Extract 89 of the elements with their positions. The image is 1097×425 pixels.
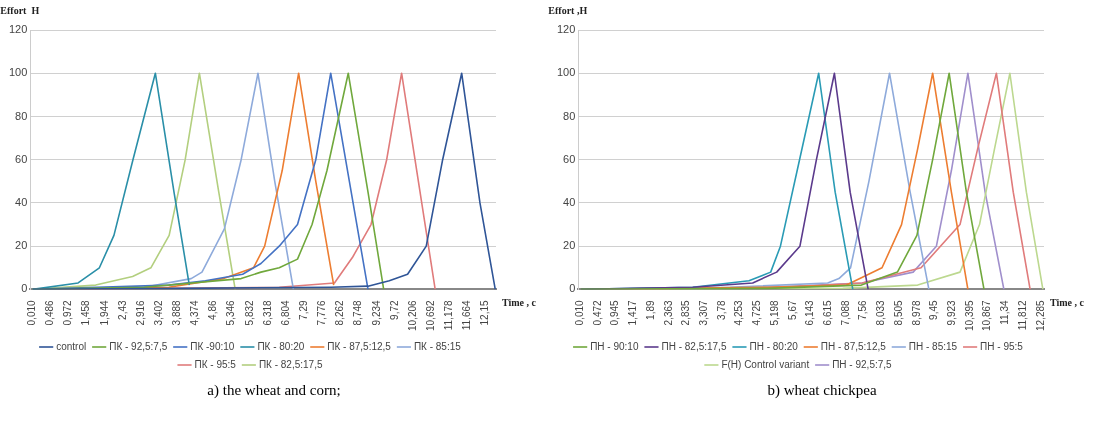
x-tick-label: 11,34	[999, 299, 1011, 325]
text: b) wheat chickpea	[766, 382, 878, 399]
y-tick-label: 60	[15, 152, 28, 165]
x-tick-label: 11,664	[461, 299, 473, 331]
x-tick-label: 10,692	[424, 299, 436, 332]
legend-label: ПН - 87,5:12,5	[820, 340, 887, 352]
legend-label: ПН - 80:20	[749, 340, 799, 352]
legend-label: ПН - 90:10	[590, 340, 639, 352]
x-tick-label: 0,486	[44, 299, 56, 326]
legend-label: ПК - 82,5:17,5	[258, 358, 323, 370]
x-tick-label: 2,835	[680, 299, 692, 326]
x-tick-label: 6,804	[279, 299, 291, 326]
x-tick-label: 12,285	[1034, 299, 1046, 332]
x-tick-label: 4,725	[751, 299, 763, 326]
x-tick-label: 10,867	[981, 299, 993, 332]
x-tick-label: 1,458	[80, 299, 92, 326]
x-tick-label: 10,206	[406, 299, 418, 332]
y-tick-label: 0	[21, 282, 28, 295]
x-tick-label: 7,56	[857, 299, 869, 320]
y-tick-label: 0	[569, 282, 576, 295]
legend-label: ПК -90:10	[190, 340, 235, 352]
y-tick-label: 80	[15, 109, 28, 122]
x-tick-label: 2,363	[662, 299, 674, 326]
x-tick-label: 11,812	[1016, 299, 1028, 331]
x-tick-label: 6,615	[821, 299, 833, 326]
x-tick-label: 4,86	[207, 299, 219, 320]
x-tick-label: 5,67	[786, 299, 798, 320]
text: a) the wheat and corn;	[206, 382, 342, 399]
legend-label: ПН - 85:15	[908, 340, 958, 352]
x-tick-label: 5,832	[243, 299, 255, 326]
y-tick-label: 40	[563, 195, 576, 208]
x-tick-label: 0,010	[574, 299, 586, 326]
x-tick-label: 9,72	[388, 299, 400, 320]
x-tick-label: 5,198	[768, 299, 780, 326]
x-tick-label: 0,972	[62, 299, 74, 326]
x-tick-label: 3,307	[697, 299, 709, 326]
legend-label: ПН - 82,5:17,5	[661, 340, 727, 352]
x-tick-label: 4,253	[733, 299, 745, 326]
x-tick-label: 2,916	[134, 299, 146, 326]
y-tick-label: 40	[15, 195, 28, 208]
x-tick-label: 3,402	[152, 299, 164, 326]
y-tick-label: 20	[15, 239, 28, 252]
x-tick-label: 8,505	[892, 299, 904, 326]
x-tick-label: 12,15	[479, 299, 491, 326]
legend-label: ПК - 80:20	[257, 340, 305, 352]
y-tick-label: 120	[8, 23, 28, 36]
x-tick-label: 3,888	[171, 299, 183, 326]
legend-label: control	[56, 340, 87, 352]
x-tick-label: 8,033	[875, 299, 887, 326]
x-axis-title: Time , c	[502, 296, 537, 308]
x-tick-label: 6,318	[261, 299, 273, 326]
y-tick-label: 100	[556, 66, 576, 79]
y-axis-title: Effort ,H	[548, 4, 588, 16]
x-tick-label: 11,178	[443, 299, 455, 331]
x-tick-label: 1,417	[627, 299, 639, 326]
y-tick-label: 60	[563, 152, 576, 165]
x-tick-label: 4,374	[189, 299, 201, 326]
legend-label: ПК - 85:15	[413, 340, 462, 352]
y-tick-label: 120	[556, 23, 576, 36]
legend-label: ПК - 92,5:7,5	[109, 340, 168, 352]
y-axis-title: Effort H	[0, 4, 40, 16]
y-tick-label: 80	[563, 109, 576, 122]
x-tick-label: 6,143	[804, 299, 816, 326]
x-tick-label: 2,43	[116, 299, 128, 320]
legend-label: ПН - 95:5	[980, 340, 1024, 352]
legend-label: ПК - 95:5	[194, 358, 237, 370]
x-tick-label: 9,923	[946, 299, 958, 326]
legend-label: F(H) Control variant	[721, 358, 810, 370]
x-tick-label: 10,395	[963, 299, 975, 332]
x-tick-label: 7,088	[839, 299, 851, 326]
x-tick-label: 1,89	[644, 299, 656, 320]
x-tick-label: 0,472	[591, 299, 603, 326]
x-tick-label: 0,010	[26, 299, 38, 326]
x-tick-label: 0,945	[609, 299, 621, 326]
x-tick-label: 7,29	[297, 299, 309, 320]
x-tick-label: 3,78	[715, 299, 727, 320]
x-tick-label: 5,346	[225, 299, 237, 326]
legend-label: ПН - 92,5:7,5	[832, 358, 893, 370]
x-tick-label: 7,776	[316, 299, 328, 326]
x-tick-label: 1,944	[98, 299, 110, 326]
y-tick-label: 20	[563, 239, 576, 252]
legend-label: ПК - 87,5:12,5	[327, 340, 392, 352]
x-axis-title: Time , c	[1050, 296, 1085, 308]
x-tick-label: 8,748	[352, 299, 364, 326]
x-tick-label: 8,262	[334, 299, 346, 326]
x-tick-label: 8,978	[910, 299, 922, 326]
x-tick-label: 9,234	[370, 299, 382, 326]
y-tick-label: 100	[8, 66, 28, 79]
x-tick-label: 9,45	[928, 299, 940, 320]
